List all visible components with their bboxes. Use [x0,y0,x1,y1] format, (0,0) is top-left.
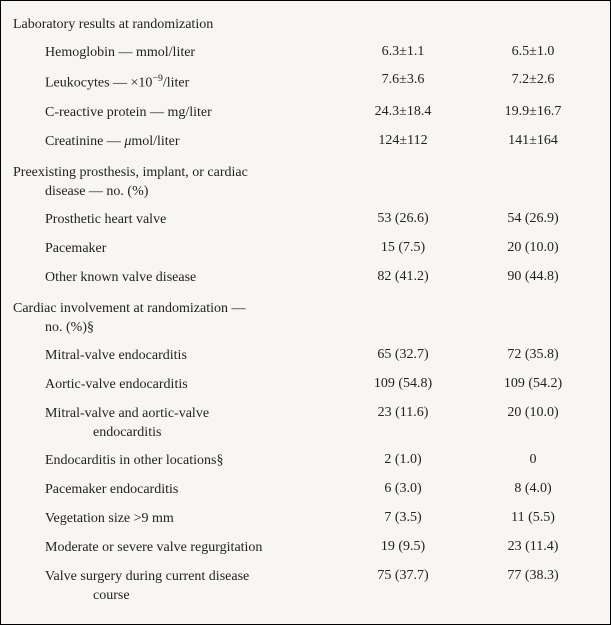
value-col-2: 109 (54.2) [468,376,598,392]
table-row: Aortic-valve endocarditis109 (54.8)109 (… [13,371,598,400]
table-row: Valve surgery during current diseasecour… [13,563,598,611]
row-label: Pacemaker endocarditis [13,481,338,500]
table-row: Moderate or severe valve regurgitation19… [13,534,598,563]
table-row: Pacemaker15 (7.5)20 (10.0) [13,235,598,264]
value-col-1: 15 (7.5) [338,240,468,256]
table-row: Pacemaker endocarditis6 (3.0)8 (4.0) [13,476,598,505]
table-row: Other known valve disease82 (41.2)90 (44… [13,264,598,293]
row-label: Endocarditis in other locations§ [13,452,338,471]
value-col-1: 65 (32.7) [338,347,468,363]
table-row: C-reactive protein — mg/liter24.3±18.419… [13,99,598,128]
row-label: Mitral-valve endocarditis [13,347,338,366]
value-col-2: 20 (10.0) [468,405,598,421]
value-col-1: 2 (1.0) [338,452,468,468]
section-header: Laboratory results at randomization [13,9,598,39]
value-col-2: 0 [468,452,598,468]
section-header: Cardiac involvement at randomization —no… [13,293,598,342]
value-col-1: 124±112 [338,133,468,149]
row-label: Mitral-valve and aortic-valveendocarditi… [13,405,338,443]
value-col-1: 6.3±1.1 [338,44,468,60]
value-col-1: 6 (3.0) [338,481,468,497]
value-col-1: 109 (54.8) [338,376,468,392]
row-label: Prosthetic heart valve [13,211,338,230]
row-label: Moderate or severe valve regurgitation [13,539,338,558]
row-label: Hemoglobin — mmol/liter [13,44,338,63]
value-col-2: 19.9±16.7 [468,104,598,120]
row-label: C-reactive protein — mg/liter [13,104,338,123]
value-col-1: 75 (37.7) [338,568,468,584]
table-row: Hemoglobin — mmol/liter6.3±1.16.5±1.0 [13,39,598,68]
row-label: Creatinine — μmol/liter [13,133,338,152]
table-row: Mitral-valve endocarditis65 (32.7)72 (35… [13,342,598,371]
table-row: Mitral-valve and aortic-valveendocarditi… [13,400,598,448]
value-col-2: 77 (38.3) [468,568,598,584]
value-col-1: 7.6±3.6 [338,72,468,88]
section-header: Preexisting prosthesis, implant, or card… [13,157,598,206]
row-label: Valve surgery during current diseasecour… [13,568,338,606]
table-row: Prosthetic heart valve53 (26.6)54 (26.9) [13,206,598,235]
table-row: Endocarditis in other locations§2 (1.0)0 [13,447,598,476]
value-col-1: 7 (3.5) [338,510,468,526]
table-row: Vegetation size >9 mm7 (3.5)11 (5.5) [13,505,598,534]
value-col-1: 19 (9.5) [338,539,468,555]
row-label: Pacemaker [13,240,338,259]
value-col-2: 6.5±1.0 [468,44,598,60]
table-row: Leukocytes — ×10−9/liter7.6±3.67.2±2.6 [13,67,598,99]
value-col-2: 11 (5.5) [468,510,598,526]
value-col-1: 23 (11.6) [338,405,468,421]
value-col-2: 72 (35.8) [468,347,598,363]
value-col-2: 7.2±2.6 [468,72,598,88]
row-label: Other known valve disease [13,269,338,288]
value-col-2: 23 (11.4) [468,539,598,555]
table-row: Creatinine — μmol/liter124±112141±164 [13,128,598,157]
value-col-1: 24.3±18.4 [338,104,468,120]
value-col-1: 53 (26.6) [338,211,468,227]
value-col-1: 82 (41.2) [338,269,468,285]
value-col-2: 90 (44.8) [468,269,598,285]
row-label: Vegetation size >9 mm [13,510,338,529]
value-col-2: 20 (10.0) [468,240,598,256]
value-col-2: 8 (4.0) [468,481,598,497]
row-label: Aortic-valve endocarditis [13,376,338,395]
clinical-table: Laboratory results at randomizationHemog… [13,9,598,611]
value-col-2: 54 (26.9) [468,211,598,227]
row-label: Leukocytes — ×10−9/liter [13,72,338,94]
value-col-2: 141±164 [468,133,598,149]
